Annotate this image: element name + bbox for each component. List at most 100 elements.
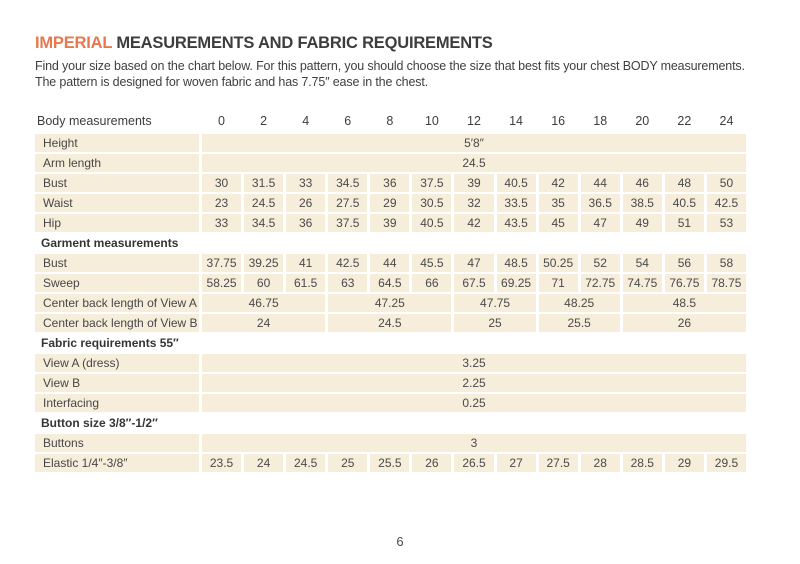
- size-column-header-18: 18: [593, 114, 608, 128]
- value-cell: 29.5: [706, 454, 746, 472]
- value-cell: 66: [412, 274, 452, 292]
- merged-value-cell: 47.75: [454, 294, 536, 312]
- value-cell: 24: [244, 454, 284, 472]
- value-cell: 44: [370, 254, 410, 272]
- merged-value-cell: 25.5: [538, 314, 620, 332]
- value-cell: 27: [496, 454, 536, 472]
- value-cell: 26: [412, 454, 452, 472]
- value-cell: 23.5: [202, 454, 242, 472]
- merged-value-cell: 48.5: [622, 294, 746, 312]
- value-cell: 52: [580, 254, 620, 272]
- size-column-header-24: 24: [719, 114, 734, 128]
- value-cell: 37.5: [412, 174, 452, 192]
- row-label: Buttons: [35, 434, 199, 452]
- merged-value-cell: 3.25: [202, 354, 746, 372]
- value-cell: 26: [286, 194, 326, 212]
- row-label: View A (dress): [35, 354, 199, 372]
- value-cell: 49: [622, 214, 662, 232]
- merged-value-cell: 24.5: [202, 154, 746, 172]
- size-column-header-22: 22: [677, 114, 692, 128]
- value-cell: 40.5: [496, 174, 536, 192]
- value-cell: 29: [370, 194, 410, 212]
- value-cell: 24.5: [286, 454, 326, 472]
- value-cell: 58.25: [202, 274, 242, 292]
- row-label: Sweep: [35, 274, 199, 292]
- row-label: Hip: [35, 214, 199, 232]
- page-number: 6: [396, 534, 404, 549]
- table-row: Interfacing 0.25: [35, 394, 746, 412]
- size-column-header-14: 14: [509, 114, 524, 128]
- size-column-header-0: 0: [218, 114, 225, 128]
- value-cell: 43.5: [496, 214, 536, 232]
- value-cell: 63: [328, 274, 368, 292]
- value-cell: 39: [454, 174, 494, 192]
- merged-value-cell: 25: [454, 314, 536, 332]
- table-row: Bust 37.75 39.25 41 42.5 44 45.5 47 48.5 50.25 52 5…: [35, 254, 746, 272]
- row-label: Bust: [35, 254, 199, 272]
- value-cell: 78.75: [706, 274, 746, 292]
- value-cell: 33.5: [496, 194, 536, 212]
- table-row: Buttons 3: [35, 434, 746, 452]
- size-column-header-12: 12: [467, 114, 481, 128]
- value-cell: 28: [580, 454, 620, 472]
- size-column-header-6: 6: [344, 114, 352, 128]
- value-cell: 50: [706, 174, 746, 192]
- value-cell: 41: [286, 254, 326, 272]
- table-row: Sweep 58.25 60 61.5 63 64.5 66 67.5 69.25 71 72.75…: [35, 274, 746, 292]
- value-cell: 44: [580, 174, 620, 192]
- table-row: Bust 30 31.5 33 34.5 36 37.5 39 40.5 42 44 46 48 50: [35, 174, 746, 192]
- size-column-header-16: 16: [551, 114, 566, 128]
- size-column-header-20: 20: [635, 114, 650, 128]
- merged-value-cell: 3: [202, 434, 746, 452]
- value-cell: 42.5: [706, 194, 746, 212]
- table-header-row: Body measurements 0 2 4 6 8 10 12 14 16 18 20 22 24: [35, 110, 746, 132]
- table-row: Hip 33 34.5 36 37.5 39 40.5 42 43.5 45 47 49 51 53: [35, 214, 746, 232]
- value-cell: 50.25: [538, 254, 578, 272]
- value-cell: 37.75: [202, 254, 242, 272]
- value-cell: 64.5: [370, 274, 410, 292]
- section-subheader: Garment measurements: [41, 236, 179, 250]
- size-column-header-2: 2: [260, 114, 268, 128]
- value-cell: 74.75: [622, 274, 662, 292]
- merged-value-cell: 0.25: [202, 394, 746, 412]
- value-cell: 31.5: [244, 174, 284, 192]
- table-row: View A (dress) 3.25: [35, 354, 746, 372]
- value-cell: 61.5: [286, 274, 326, 292]
- value-cell: 23: [202, 194, 242, 212]
- table-row: View B 2.25: [35, 374, 746, 392]
- value-cell: 60: [244, 274, 284, 292]
- row-label: Interfacing: [35, 394, 199, 412]
- value-cell: 39.25: [244, 254, 284, 272]
- value-cell: 27.5: [538, 454, 578, 472]
- merged-value-cell: 2.25: [202, 374, 746, 392]
- value-cell: 40.5: [664, 194, 704, 212]
- intro-paragraph: Find your size based on the chart below.…: [35, 58, 745, 90]
- value-cell: 24.5: [244, 194, 284, 212]
- merged-value-cell: 24: [202, 314, 326, 332]
- row-label: Waist: [35, 194, 199, 212]
- value-cell: 38.5: [622, 194, 662, 212]
- value-cell: 45: [538, 214, 578, 232]
- title-highlight: IMPERIAL: [35, 34, 112, 52]
- value-cell: 45.5: [412, 254, 452, 272]
- row-label: Center back length of View B: [35, 314, 199, 332]
- row-label: Bust: [35, 174, 199, 192]
- value-cell: 54: [622, 254, 662, 272]
- merged-value-cell: 26: [622, 314, 746, 332]
- value-cell: 71: [538, 274, 578, 292]
- value-cell: 76.75: [664, 274, 704, 292]
- row-label: Elastic 1/4″-3/8″: [35, 454, 199, 472]
- intro-line-1: Find your size based on the chart below.…: [35, 59, 745, 73]
- table-row: Arm length 24.5: [35, 154, 746, 172]
- value-cell: 58: [706, 254, 746, 272]
- measurement-table: Body measurements 0 2 4 6 8 10 12 14 16 18 20 22 24 He…: [35, 110, 746, 474]
- value-cell: 48: [664, 174, 704, 192]
- value-cell: 36: [286, 214, 326, 232]
- value-cell: 48.5: [496, 254, 536, 272]
- value-cell: 25.5: [370, 454, 410, 472]
- value-cell: 46: [622, 174, 662, 192]
- value-cell: 47: [454, 254, 494, 272]
- table-row: Height 5′8″: [35, 134, 746, 152]
- size-column-header-10: 10: [424, 114, 439, 128]
- value-cell: 28.5: [622, 454, 662, 472]
